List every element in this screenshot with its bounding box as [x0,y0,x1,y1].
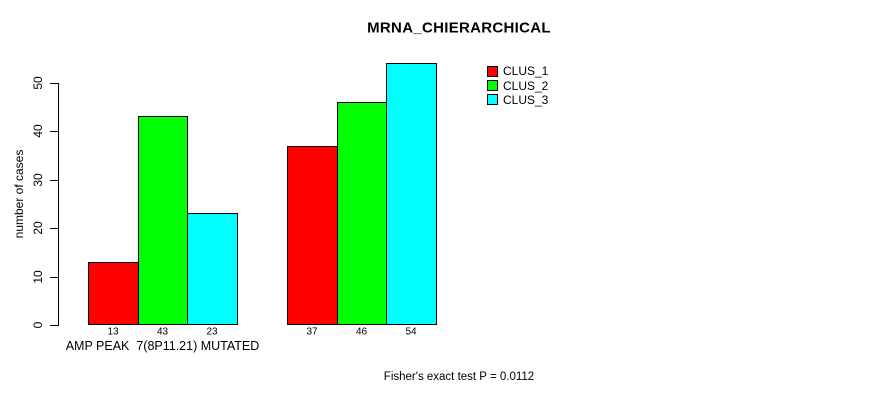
bar-clus_1-group1 [88,262,139,325]
bar-clus_1-group2 [287,146,338,325]
bar-value-label: 43 [156,326,169,338]
y-axis-tick-label: 30 [31,173,45,187]
legend-swatch-clus_3 [487,94,498,106]
bar-clus_3-group2 [386,63,437,325]
chart-title: MRNA_CHIERARCHICAL [367,19,551,37]
y-axis-tick [50,83,58,84]
x-category-label: AMP PEAK 7(8P11.21) MUTATED [65,339,260,353]
y-axis-tick [50,131,58,132]
bar-value-label: 37 [306,326,318,338]
y-axis-tick [50,228,58,229]
legend-swatch-clus_2 [487,80,498,92]
y-axis-tick-label: 20 [31,221,45,235]
y-axis-tick-label: 50 [31,76,45,90]
legend-swatch-clus_1 [487,65,498,77]
y-axis-tick [50,180,58,181]
legend-label: CLUS_3 [503,92,549,107]
legend: CLUS_1 CLUS_2 CLUS_3 [487,64,548,107]
y-axis-tick-label: 40 [31,124,45,138]
legend-label: CLUS_2 [503,78,549,93]
bar-clus_3-group1 [187,213,238,325]
y-axis-tick [50,277,58,278]
bar-value-label: 23 [206,326,218,338]
legend-item: CLUS_3 [487,93,548,107]
legend-item: CLUS_2 [487,78,548,92]
bar-value-label: 13 [107,326,119,338]
legend-item: CLUS_1 [487,64,548,78]
legend-label: CLUS_1 [503,64,549,79]
bar-value-label: 46 [355,326,368,338]
y-axis-tick-label: 10 [31,270,45,284]
p-value-note: Fisher's exact test P = 0.0112 [383,371,535,383]
bar-clus_2-group1 [138,116,188,325]
bar-value-label: 54 [405,326,417,338]
y-axis-line [58,83,59,326]
bar-clus_2-group2 [337,102,387,325]
y-axis-tick [50,325,58,326]
y-axis-tick-label: 0 [31,321,45,329]
